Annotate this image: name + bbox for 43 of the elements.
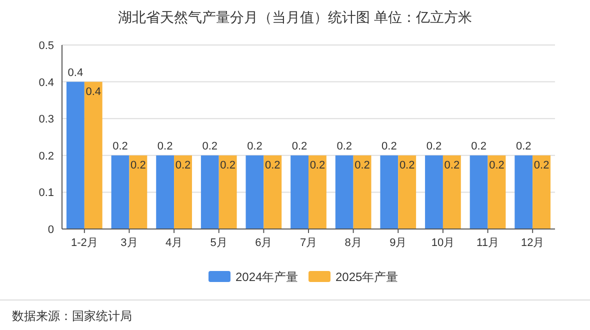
data-label: 0.2 (157, 140, 173, 152)
x-tick-label: 10月 (431, 237, 455, 249)
data-label: 0.2 (112, 140, 128, 152)
x-tick-label: 11月 (476, 237, 499, 249)
data-label: 0.2 (534, 159, 550, 172)
x-tick-label: 6月 (255, 237, 272, 249)
x-tick-label: 3月 (120, 237, 138, 249)
x-tick-label: 1-2月 (70, 237, 98, 249)
y-tick-label: 0.3 (38, 114, 54, 126)
data-label: 0.2 (130, 159, 146, 172)
data-label: 0.2 (426, 140, 442, 152)
data-label: 0.2 (292, 140, 308, 152)
data-label: 0.2 (175, 159, 191, 172)
x-tick-label: 12月 (520, 237, 544, 249)
data-label: 0.4 (86, 86, 102, 98)
y-tick-label: 0 (48, 224, 54, 236)
x-tick-label: 9月 (390, 237, 407, 249)
data-label: 0.2 (444, 159, 460, 172)
chart-title: 湖北省天然气产量分月（当月值）统计图 单位：亿立方米 (118, 9, 472, 25)
y-tick-label: 0.1 (38, 187, 54, 200)
data-label: 0.2 (264, 159, 280, 172)
x-tick-label: 5月 (210, 237, 228, 249)
data-label: 0.2 (399, 159, 415, 172)
data-label: 0.2 (516, 140, 532, 152)
data-label: 0.2 (220, 159, 236, 172)
data-label: 0.4 (68, 66, 84, 79)
data-label: 0.2 (247, 140, 262, 152)
data-label: 0.2 (202, 140, 218, 152)
x-tick-label: 8月 (344, 237, 362, 249)
data-label: 0.2 (471, 140, 486, 152)
x-tick-label: 7月 (300, 237, 318, 249)
source-note: 数据来源：国家统计局 (12, 309, 132, 323)
y-tick-label: 0.4 (38, 76, 54, 89)
data-label: 0.2 (310, 159, 326, 172)
data-label: 0.2 (382, 140, 397, 152)
data-label: 0.2 (489, 159, 504, 172)
data-label: 0.2 (354, 159, 370, 172)
legend-label: 2024年产量 (236, 270, 298, 284)
y-tick-label: 0.2 (38, 150, 54, 162)
data-label: 0.2 (336, 140, 352, 152)
x-tick-label: 4月 (165, 237, 183, 249)
legend-label: 2025年产量 (336, 270, 398, 284)
y-tick-label: 0.5 (38, 40, 54, 52)
